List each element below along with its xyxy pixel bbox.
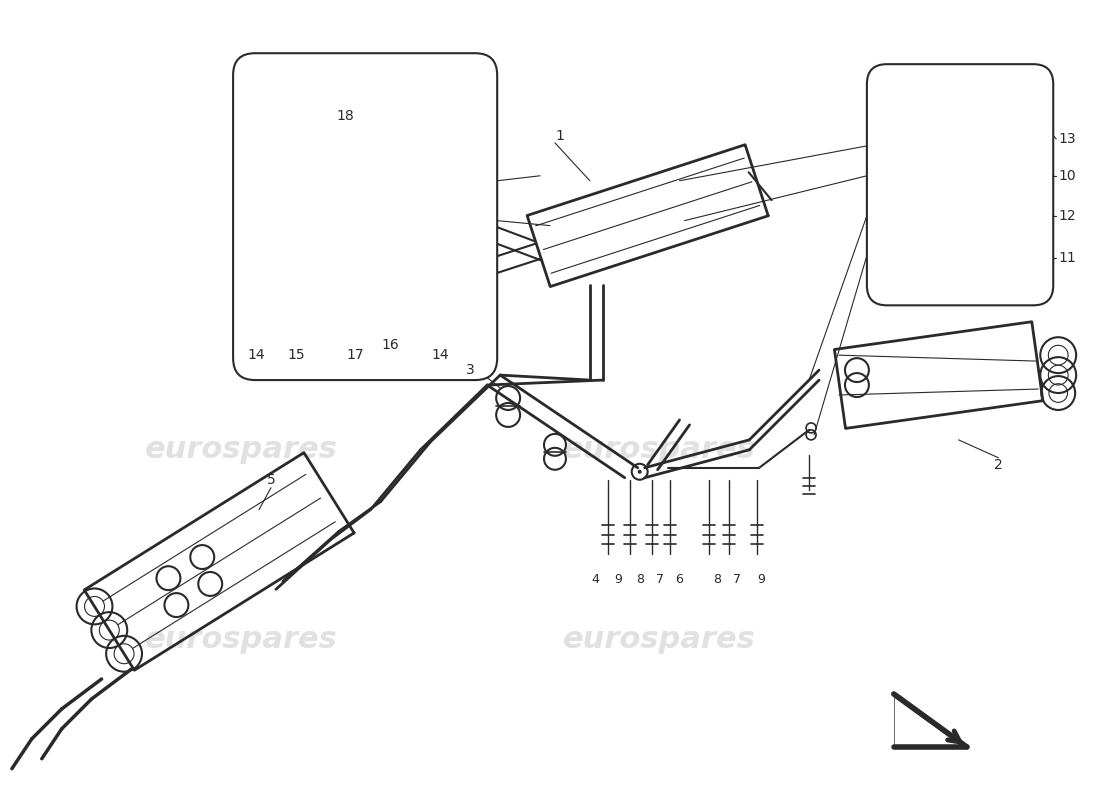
Text: eurospares: eurospares	[563, 435, 756, 464]
Text: 7: 7	[734, 573, 741, 586]
Text: 10: 10	[1058, 169, 1076, 182]
Text: 15: 15	[287, 348, 305, 362]
Text: 9: 9	[757, 573, 766, 586]
FancyBboxPatch shape	[867, 64, 1053, 306]
Text: 8: 8	[714, 573, 722, 586]
Text: eurospares: eurospares	[563, 625, 756, 654]
Text: 5: 5	[266, 473, 275, 486]
Text: 4: 4	[591, 573, 598, 586]
Text: 7: 7	[656, 573, 663, 586]
Text: 14: 14	[431, 348, 449, 362]
Text: eurospares: eurospares	[145, 435, 338, 464]
Text: 2: 2	[994, 458, 1003, 472]
Text: 1: 1	[556, 129, 564, 143]
Text: 3: 3	[466, 363, 475, 377]
Text: 13: 13	[1058, 132, 1076, 146]
Text: 12: 12	[1058, 209, 1076, 222]
Text: 9: 9	[614, 573, 622, 586]
Text: 18: 18	[337, 109, 354, 123]
Text: 8: 8	[636, 573, 644, 586]
Text: 17: 17	[346, 348, 364, 362]
FancyBboxPatch shape	[233, 54, 497, 380]
Text: 16: 16	[382, 338, 399, 352]
Text: eurospares: eurospares	[145, 625, 338, 654]
Text: 6: 6	[675, 573, 683, 586]
Text: 11: 11	[1058, 251, 1076, 266]
Circle shape	[638, 470, 641, 474]
Text: 14: 14	[248, 348, 265, 362]
